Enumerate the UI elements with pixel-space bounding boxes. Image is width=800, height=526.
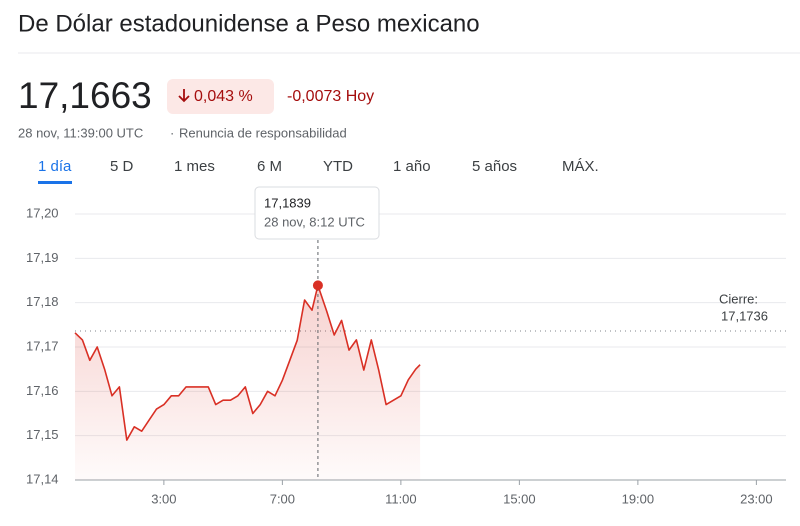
tooltip-time: 28 nov, 8:12 UTC bbox=[264, 214, 365, 229]
range-tab[interactable]: 1 mes bbox=[174, 158, 215, 175]
dot: · bbox=[170, 125, 174, 140]
previous-close-label: Cierre: bbox=[719, 291, 758, 306]
y-tick-label: 17,17 bbox=[26, 338, 59, 353]
y-tick-label: 17,18 bbox=[26, 294, 59, 309]
x-tick-label: 3:00 bbox=[151, 491, 176, 506]
y-tick-label: 17,14 bbox=[26, 471, 59, 486]
change-pct: 0,043 % bbox=[194, 88, 253, 105]
x-tick-label: 23:00 bbox=[740, 491, 773, 506]
y-tick-label: 17,15 bbox=[26, 427, 59, 442]
y-tick-label: 17,19 bbox=[26, 250, 59, 265]
disclaimer[interactable]: Renuncia de responsabilidad bbox=[179, 125, 347, 140]
range-tab[interactable]: 6 M bbox=[257, 158, 282, 175]
range-tab[interactable]: 1 año bbox=[393, 158, 431, 175]
range-tab[interactable]: YTD bbox=[323, 158, 353, 175]
x-tick-label: 7:00 bbox=[270, 491, 295, 506]
range-tab[interactable]: MÁX. bbox=[562, 158, 599, 175]
x-tick-label: 11:00 bbox=[385, 491, 417, 506]
range-tab[interactable]: 1 día bbox=[38, 158, 72, 175]
x-tick-label: 15:00 bbox=[503, 491, 536, 506]
price: 17,1663 bbox=[18, 75, 152, 116]
y-tick-label: 17,20 bbox=[26, 205, 59, 220]
down-arrow bbox=[178, 89, 190, 103]
timestamp: 28 nov, 11:39:00 UTC bbox=[18, 125, 143, 140]
range-tabs: 1 día 5 D 1 mes 6 M YTD 1 año 5 años MÁX. bbox=[38, 158, 599, 184]
tooltip-box bbox=[254, 186, 380, 240]
tab-underline bbox=[38, 181, 72, 184]
range-tab[interactable]: 5 D bbox=[110, 158, 134, 175]
title: De Dólar estadounidense a Peso mexicano bbox=[18, 10, 480, 37]
change-abs: -0,0073 Hoy bbox=[287, 88, 374, 105]
change-badge bbox=[167, 79, 274, 114]
tooltip-value: 17,1839 bbox=[264, 195, 311, 210]
x-tick-label: 19:00 bbox=[622, 491, 655, 506]
y-tick-label: 17,16 bbox=[26, 383, 59, 398]
hover-point bbox=[312, 280, 323, 291]
area bbox=[75, 285, 421, 480]
line bbox=[74, 284, 421, 441]
range-tab[interactable]: 5 años bbox=[472, 158, 517, 175]
previous-close-value: 17,1736 bbox=[721, 308, 768, 323]
